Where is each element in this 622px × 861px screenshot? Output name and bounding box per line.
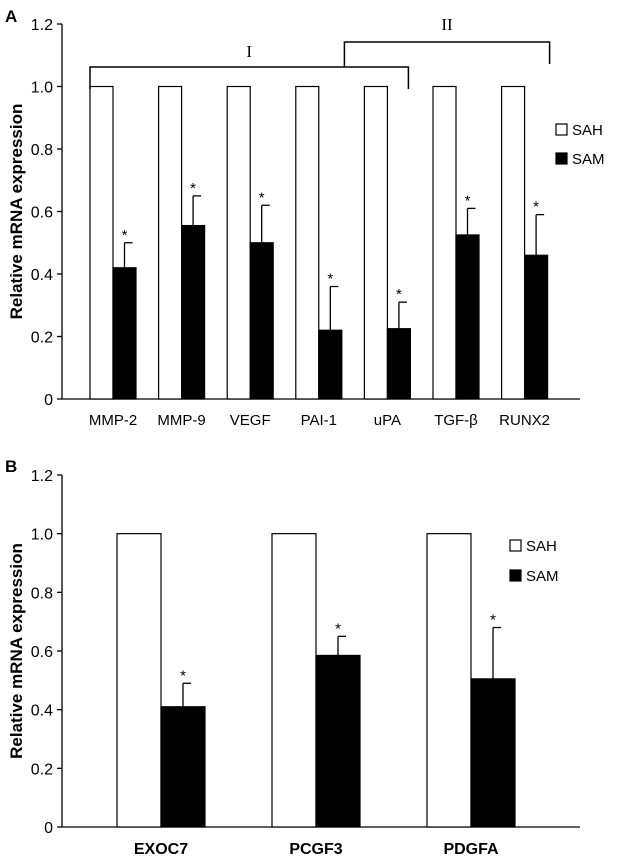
legend-label-sam: SAM — [572, 151, 605, 168]
y-tick-label: 1.0 — [31, 527, 53, 544]
x-tick-label: PAI-1 — [301, 412, 337, 429]
bar-sam-3 — [318, 329, 343, 400]
bar-sah-2 — [426, 533, 472, 828]
bar-sah-4 — [363, 85, 388, 400]
bar-sam-5 — [455, 234, 480, 400]
significance-marker: * — [259, 189, 265, 206]
significance-marker: * — [190, 180, 196, 197]
bracket-label-i: I — [246, 42, 252, 61]
significance-marker: * — [180, 667, 186, 684]
bar-sah-0 — [89, 85, 114, 400]
y-tick-label: 0.4 — [31, 267, 53, 284]
significance-marker: * — [533, 199, 539, 216]
y-tick-label: 1.2 — [31, 468, 53, 485]
x-tick-label: MMP-9 — [157, 412, 205, 429]
legend-label-sam: SAM — [526, 568, 559, 585]
bar-sam-4 — [386, 328, 411, 400]
bar-sam-0 — [112, 267, 137, 400]
significance-marker: * — [490, 612, 496, 629]
chart-panel-b: B 0 0.2 0.4 0.6 0.8 1.0 1.2 Relative mRNA expres… — [5, 457, 580, 858]
legend-swatch-sah — [509, 539, 522, 552]
bar-sah-3 — [295, 85, 320, 400]
y-tick-label: 0.6 — [31, 205, 53, 222]
significance-marker: * — [465, 192, 471, 209]
y-axis-label: Relative mRNA expression — [7, 104, 26, 320]
bar-sam-1 — [315, 654, 361, 828]
legend-label-sah: SAH — [572, 122, 603, 139]
y-tick-label: 0.8 — [31, 585, 53, 602]
significance-marker: * — [396, 286, 402, 303]
y-tick-label: 0 — [44, 392, 53, 409]
y-axis-label: Relative mRNA expression — [7, 543, 26, 759]
bracket-i — [89, 66, 410, 89]
significance-marker: * — [335, 620, 341, 637]
significance-marker: * — [122, 227, 128, 244]
bar-sam-2 — [249, 242, 274, 400]
bar-sam-1 — [181, 224, 206, 400]
bar-sah-6 — [501, 85, 526, 400]
y-tick-label: 0.2 — [31, 761, 53, 778]
bar-sam-6 — [523, 254, 549, 400]
x-tick-label: TGF-β — [434, 412, 478, 429]
x-tick-label: MMP-2 — [89, 412, 137, 429]
x-tick-label: VEGF — [230, 412, 271, 429]
bar-sah-2 — [226, 85, 251, 400]
legend-swatch-sam — [555, 152, 568, 165]
bracket-ii — [343, 41, 551, 67]
x-tick-label: uPA — [374, 412, 401, 429]
panel-label: B — [5, 457, 17, 476]
bracket-label-ii: II — [441, 15, 453, 34]
y-tick-label: 0.2 — [31, 330, 53, 347]
significance-marker: * — [327, 271, 333, 288]
y-tick-label: 1.2 — [31, 17, 53, 34]
bar-sah-1 — [271, 533, 317, 828]
legend-swatch-sah — [555, 123, 568, 136]
bar-sam-0 — [160, 706, 206, 828]
y-tick-label: 0.6 — [31, 644, 53, 661]
x-tick-label: PCGF3 — [289, 841, 342, 858]
bar-sah-1 — [158, 85, 183, 400]
y-tick-label: 0.8 — [31, 142, 53, 159]
x-tick-label: EXOC7 — [134, 841, 188, 858]
x-tick-label: PDGFA — [443, 841, 499, 858]
legend-swatch-sam — [509, 569, 522, 582]
y-tick-label: 0 — [44, 820, 53, 837]
bar-sah-0 — [116, 533, 162, 828]
chart-panel-a: A 0 0.2 0.4 0.6 0.8 1.0 1.2 Relative mRNA expres… — [5, 7, 605, 429]
y-tick-label: 1.0 — [31, 80, 53, 97]
bar-sah-5 — [432, 85, 457, 400]
bar-sam-2 — [470, 678, 516, 828]
panel-label: A — [5, 7, 17, 26]
legend-label-sah: SAH — [526, 538, 557, 555]
y-tick-label: 0.4 — [31, 703, 53, 720]
x-tick-label: RUNX2 — [499, 412, 550, 429]
